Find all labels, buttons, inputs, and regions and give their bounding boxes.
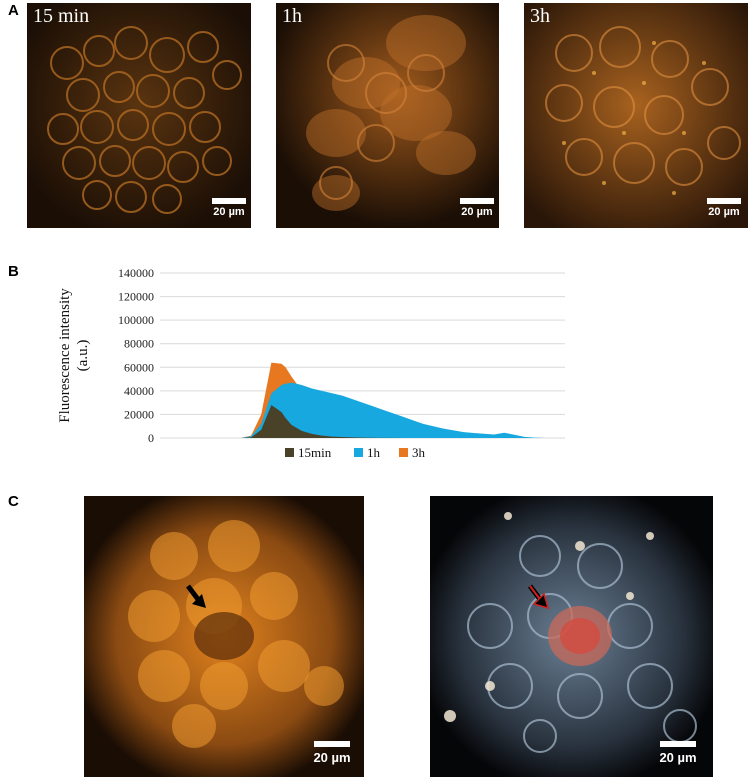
y-tick-label: 140000	[118, 266, 154, 280]
scale-bar: 20 µm	[313, 741, 351, 765]
scale-bar-line	[707, 198, 741, 204]
micrograph-15min-image	[27, 3, 251, 228]
series-area-3h	[160, 362, 565, 438]
scale-bar: 20 µm	[659, 741, 697, 765]
scale-bar-line	[314, 741, 350, 747]
legend-swatch-15min	[285, 448, 294, 457]
micrograph-3h-image	[524, 3, 748, 228]
y-axis-label: (a.u.)	[75, 340, 91, 372]
scale-bar-line	[460, 198, 494, 204]
scale-bar: 20 µm	[460, 198, 494, 218]
micrograph-3h: 3h 20 µm	[524, 3, 748, 228]
panel-label-c: C	[8, 493, 19, 510]
y-tick-label: 20000	[124, 407, 154, 421]
scale-bar-label: 20 µm	[461, 206, 493, 218]
scale-bar-label: 20 µm	[659, 750, 697, 765]
y-tick-label: 80000	[124, 337, 154, 351]
y-tick-label: 40000	[124, 384, 154, 398]
scale-bar: 20 µm	[212, 198, 246, 218]
scale-bar-label: 20 µm	[708, 206, 740, 218]
y-axis-label: Fluorescence intensity	[57, 288, 73, 423]
micrograph-1h-image	[276, 3, 499, 228]
micrograph-darkfield: 20 µm	[430, 496, 713, 777]
arrow-icon	[186, 584, 206, 608]
micrograph-darkfield-image	[430, 496, 713, 777]
legend-swatch-3h	[399, 448, 408, 457]
y-tick-label: 60000	[124, 360, 154, 374]
legend-label-1h: 1h	[367, 445, 381, 460]
fluorescence-area-chart: 0 20000 40000 60000 80000 100000 120000 140000 F…	[57, 266, 565, 460]
micrograph-1h: 1h 20 µm	[276, 3, 499, 228]
legend-label-15min: 15min	[298, 445, 332, 460]
scale-bar-label: 20 µm	[313, 750, 351, 765]
micrograph-fluorescence-image	[84, 496, 364, 777]
series-area-15min	[160, 405, 565, 438]
arrow-icon	[528, 584, 550, 610]
time-label-1h: 1h	[282, 5, 302, 27]
scale-bar-line	[660, 741, 696, 747]
series-area-1h	[160, 382, 565, 438]
panel-label-a: A	[8, 2, 19, 19]
micrograph-fluorescence: 20 µm	[84, 496, 364, 777]
y-tick-label: 100000	[118, 313, 154, 327]
micrograph-15min: 15 min 20 µm	[27, 3, 251, 228]
time-label-15min: 15 min	[33, 5, 90, 27]
y-tick-label: 0	[148, 431, 154, 445]
scale-bar-label: 20 µm	[213, 206, 245, 218]
y-tick-label: 120000	[118, 290, 154, 304]
time-label-3h: 3h	[530, 5, 550, 27]
scale-bar-line	[212, 198, 246, 204]
panel-label-b: B	[8, 263, 19, 280]
legend-swatch-1h	[354, 448, 363, 457]
legend-label-3h: 3h	[412, 445, 426, 460]
scale-bar: 20 µm	[707, 198, 741, 218]
